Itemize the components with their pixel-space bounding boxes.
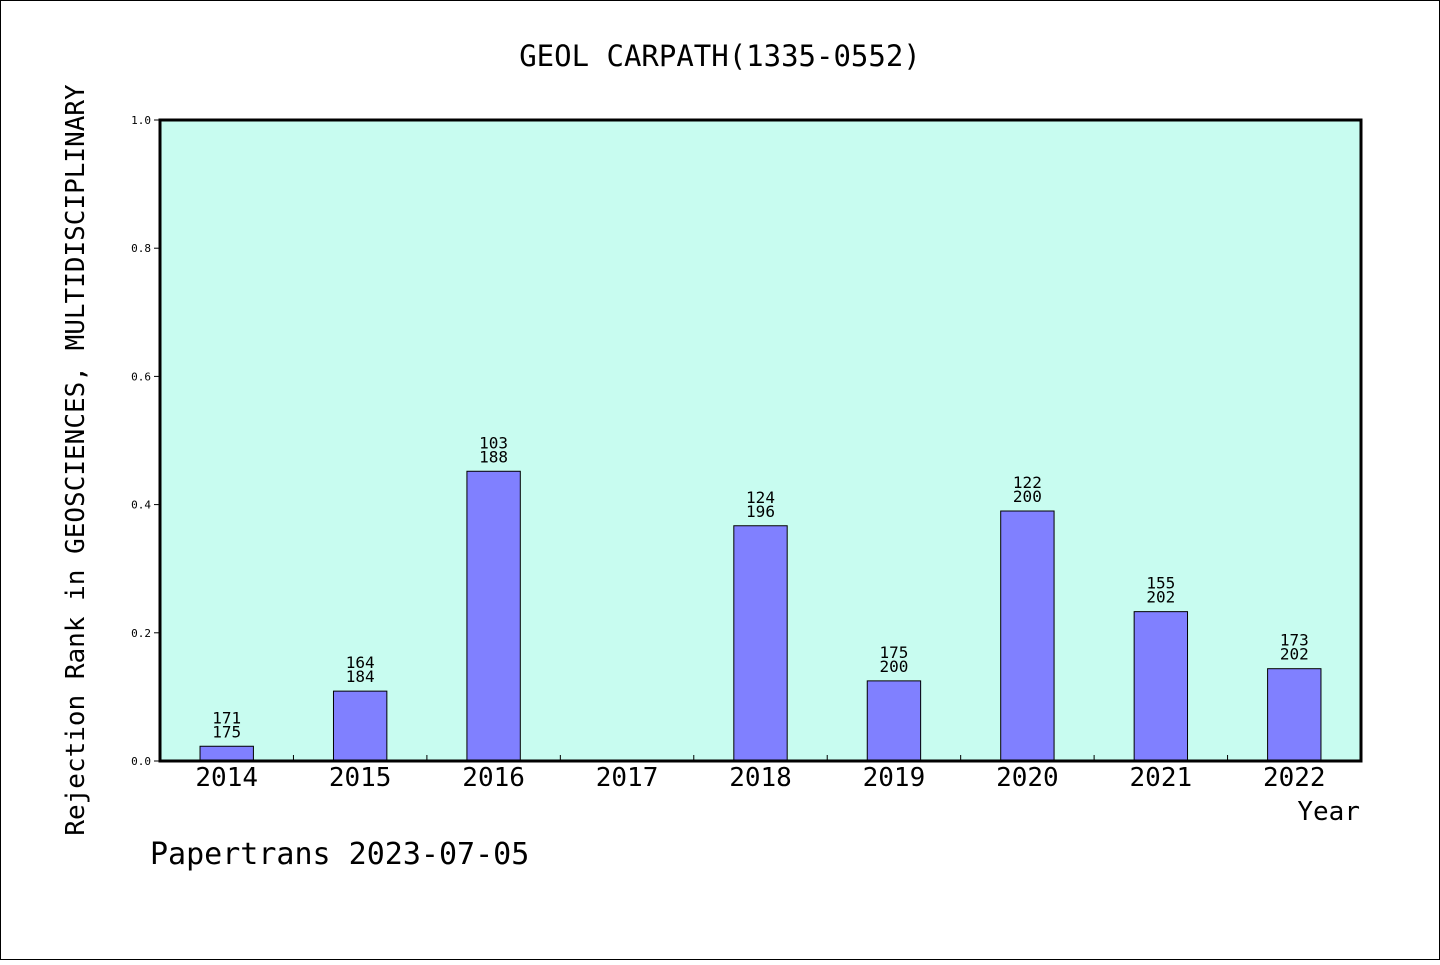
x-axis-ticks: 2014 2015 2016 2017 2018 2019 2020 2021 2022	[195, 755, 1326, 793]
bar-label-bottom: 188	[479, 447, 508, 466]
x-tick-label: 2019	[863, 763, 926, 793]
plot-border	[158, 118, 1363, 763]
bar-2019	[866, 680, 922, 762]
bar-2021	[1133, 611, 1189, 762]
y-tick-label: 0.8	[131, 242, 151, 255]
y-tick-label: 0.4	[131, 499, 151, 512]
y-axis-label: Rejection Rank in GEOSCIENCES, MULTIDISC…	[61, 84, 91, 836]
y-axis-ticks: 0.0 0.2 0.4 0.6 0.8 1.0	[131, 114, 160, 768]
bar-label-top: 155	[1146, 574, 1175, 593]
bar-label-top: 124	[746, 488, 775, 507]
bars: 1711751641841031881241961752001222001552…	[199, 433, 1322, 762]
y-tick-label: 1.0	[131, 114, 151, 127]
x-tick-label: 2018	[729, 763, 792, 793]
x-tick-label: 2015	[329, 763, 392, 793]
bar-label-bottom: 202	[1280, 645, 1309, 664]
bar-2018	[733, 525, 788, 762]
bar-label-bottom: 202	[1146, 588, 1175, 607]
bar-label-top: 122	[1013, 473, 1042, 492]
bar-2022	[1267, 668, 1322, 762]
bar-label-bottom: 175	[212, 722, 241, 741]
bar-label-top: 175	[879, 643, 908, 662]
bar-label-bottom: 184	[346, 667, 375, 686]
bar-label-bottom: 200	[1013, 487, 1042, 506]
bar-2015	[332, 690, 388, 762]
x-tick-label: 2014	[195, 763, 258, 793]
x-tick-label: 2021	[1130, 763, 1193, 793]
bar-label-top: 173	[1280, 631, 1309, 650]
x-tick-label: 2016	[462, 763, 525, 793]
x-tick-label: 2022	[1263, 763, 1326, 793]
bar-label-bottom: 200	[879, 657, 908, 676]
y-tick-label: 0.6	[131, 370, 151, 383]
x-tick-label: 2020	[996, 763, 1059, 793]
y-tick-label: 0.2	[131, 627, 151, 640]
chart-title: GEOL CARPATH(1335-0552)	[519, 39, 921, 73]
bar-label-top: 171	[212, 708, 241, 727]
bar-label-bottom: 196	[746, 502, 775, 521]
x-tick-label: 2017	[596, 763, 659, 793]
footer-text: Papertrans 2023-07-05	[150, 837, 529, 872]
bar-2016	[466, 470, 521, 762]
bar-label-top: 103	[479, 433, 508, 452]
y-tick-label: 0.0	[131, 755, 151, 768]
bar-2014	[199, 745, 254, 762]
x-axis-label: Year	[1297, 797, 1360, 827]
bar-2020	[1000, 510, 1055, 762]
bar-label-top: 164	[346, 653, 375, 672]
